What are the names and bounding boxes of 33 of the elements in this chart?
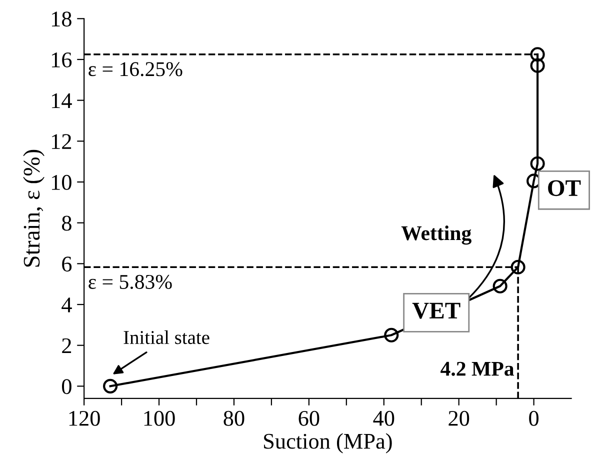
ref-line-label: ε = 16.25% — [88, 62, 182, 76]
point — [530, 156, 545, 171]
point — [103, 378, 118, 394]
y-tick-label: 18 — [52, 12, 72, 27]
y-tick-label: 12 — [52, 134, 72, 149]
x-axis-title: Suction (MPa) — [264, 433, 392, 454]
x-tick-label: 80 — [224, 410, 244, 426]
y-tick-label: 6 — [62, 256, 72, 272]
annotation: OT — [548, 180, 581, 196]
annotation: VET — [412, 302, 460, 319]
point — [492, 278, 508, 294]
y-tick-label: 14 — [52, 93, 72, 108]
y-tick-label: 2 — [62, 338, 72, 354]
x-tick-label: 60 — [298, 410, 320, 426]
y-tick-label: 16 — [52, 52, 72, 68]
y-tick-label: 10 — [52, 174, 72, 190]
point — [384, 328, 399, 342]
point — [510, 260, 526, 274]
x-tick-label: 100 — [144, 410, 175, 426]
ref-line-label: 4.2 MPa — [440, 362, 514, 376]
y-tick-label: 4 — [62, 298, 72, 312]
y-tick-label: 8 — [62, 216, 72, 231]
y-axis-title: Strain, ε (%) — [23, 150, 44, 267]
ref-line-label: ε = 5.83% — [88, 274, 172, 290]
point — [530, 47, 545, 62]
point — [530, 58, 545, 73]
x-tick-label: 0 — [529, 410, 539, 426]
annotation: Initial state — [124, 330, 210, 344]
x-tick-label: 20 — [448, 410, 470, 426]
x-tick-label: 40 — [373, 410, 394, 426]
y-tick-label: 0 — [62, 379, 72, 394]
x-tick-label: 120 — [69, 410, 100, 426]
annotation: Wetting — [401, 226, 472, 245]
